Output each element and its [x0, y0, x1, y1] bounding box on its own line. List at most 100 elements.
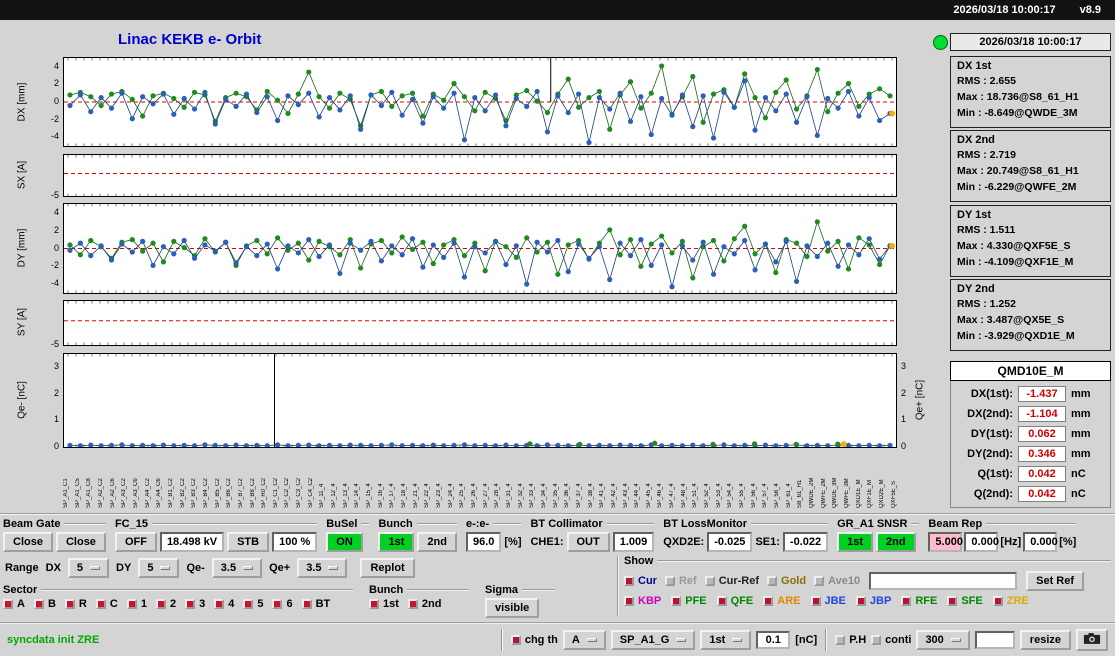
show-checkbox-rfe[interactable]: RFE: [901, 595, 937, 607]
sector-checkbox-1[interactable]: 1: [126, 598, 147, 610]
y-tick: 0: [901, 441, 907, 451]
qmd-monitor: QMD10E_M DX(1st): -1.437 mm DX(2nd): -1.…: [950, 361, 1111, 508]
show-checkbox-ave10[interactable]: Ave10: [814, 575, 860, 587]
checkbox-label: B: [47, 598, 56, 610]
stats-title: DX 2nd: [957, 134, 995, 146]
range-qe-minus-select[interactable]: 3.5: [211, 558, 263, 578]
set-ref-button[interactable]: Set Ref: [1026, 571, 1085, 591]
show-checkbox-jbp[interactable]: JBP: [855, 595, 891, 607]
qxd2e-label: QXD2E:: [663, 536, 705, 548]
sector-checkbox-4[interactable]: 4: [214, 598, 234, 610]
gr-a1-1st-button[interactable]: 1st: [837, 532, 874, 552]
beam-gate-close-2-button[interactable]: Close: [55, 532, 106, 552]
stats-dy-1st: DY 1st RMS : 1.511 Max : 4.330@QXF5E_S M…: [950, 205, 1111, 277]
sector-checkbox-2[interactable]: 2: [155, 598, 176, 610]
bunch-2nd-button[interactable]: 2nd: [417, 532, 457, 552]
ee-ratio-unit: [%]: [504, 536, 522, 548]
show-checkbox-cur[interactable]: Cur: [624, 575, 657, 587]
screenshot-button[interactable]: [1076, 629, 1108, 651]
threshold-unit: [nC]: [795, 634, 818, 646]
plot-dy: [64, 204, 896, 293]
show-checkbox-are[interactable]: ARE: [763, 595, 801, 607]
gr-a1-2nd-button[interactable]: 2nd: [876, 532, 916, 552]
checkbox-box: [901, 596, 912, 606]
range-qe-plus-value: 3.5: [306, 562, 322, 574]
ref-name-input[interactable]: [869, 572, 1018, 590]
beam-gate-close-1-button[interactable]: Close: [3, 532, 53, 552]
x-axis-label: SP_61_4: [785, 483, 792, 508]
bunch-1st-button[interactable]: 1st: [378, 532, 415, 552]
status-message: syncdata init ZRE: [7, 634, 100, 646]
x-axis-label: SP_C3_C2: [296, 477, 303, 508]
option-menu-indicator: [160, 566, 171, 570]
bunch-label: Bunch: [378, 517, 413, 530]
range-dx-value: 5: [76, 562, 84, 574]
replot-button[interactable]: Replot: [360, 558, 415, 578]
sector-checkbox-3[interactable]: 3: [185, 598, 205, 610]
range-qe-plus-select[interactable]: 3.5: [297, 558, 348, 578]
bunch-checkbox-2nd[interactable]: 2nd: [407, 598, 441, 610]
qmd-unit: nC: [1071, 488, 1086, 500]
x-axis-label: SP_54_4: [727, 483, 734, 508]
x-axis-label: QXD1E_M: [855, 479, 862, 508]
x-axis-label: SP_A1_C8: [86, 478, 93, 508]
aux-input[interactable]: [974, 631, 1015, 649]
stats-max: Max : 18.736@S8_61_H1: [957, 90, 1079, 103]
y-tick: 2: [53, 387, 59, 398]
range-dy-select[interactable]: 5: [138, 558, 180, 578]
bpm-select[interactable]: SP_A1_G: [610, 630, 696, 650]
show-checkbox-zre[interactable]: ZRE: [992, 595, 1029, 607]
sector-checkbox-5[interactable]: 5: [243, 598, 263, 610]
sector-checkbox-a[interactable]: A: [3, 598, 25, 610]
sector-checkbox-6[interactable]: 6: [272, 598, 293, 610]
y-tick: -2: [50, 260, 59, 271]
checkbox-box: [704, 576, 715, 586]
dy-yticks: 4 2 0 -2 -4: [38, 204, 60, 293]
range-dx-select[interactable]: 5: [67, 558, 110, 578]
qmd-label: DY(2nd):: [967, 448, 1013, 460]
show-checkbox-cur-ref[interactable]: Cur-Ref: [704, 575, 759, 587]
x-axis-label: SP_42_4: [610, 483, 617, 508]
x-axis-label: SP_C2_C2: [284, 477, 291, 508]
sector-checkbox-c[interactable]: C: [95, 598, 118, 610]
conti-checkbox[interactable]: conti: [871, 634, 911, 646]
sector-checkbox-r[interactable]: R: [64, 598, 87, 610]
x-axis-label: SP_25_4: [459, 483, 466, 508]
range-label: Range: [5, 562, 39, 574]
show-checkbox-sfe[interactable]: SFE: [947, 595, 983, 607]
chg-th-checkbox[interactable]: chg th: [510, 634, 558, 646]
show-checkbox-kbp[interactable]: KBP: [624, 595, 661, 607]
x-axis-label: SP_28_4: [494, 483, 501, 508]
stats-dy-2nd: DY 2nd RMS : 1.252 Max : 3.487@QX5E_S Mi…: [950, 279, 1111, 351]
stats-rms: RMS : 2.719: [957, 149, 1016, 161]
checkbox-box: [33, 599, 44, 609]
x-axis-label: SP_C1_C2: [272, 477, 279, 508]
bunch-select[interactable]: 1st: [700, 630, 752, 650]
checkbox-box: [214, 599, 225, 609]
show-checkbox-pfe[interactable]: PFE: [671, 595, 707, 607]
ph-checkbox[interactable]: P.H: [835, 634, 866, 646]
show-checkbox-gold[interactable]: Gold: [767, 575, 806, 587]
sector-checkbox-bt[interactable]: BT: [301, 598, 330, 610]
checkbox-box: [185, 599, 196, 609]
qmd-label: DX(1st):: [970, 388, 1013, 400]
sector-checkbox-b[interactable]: B: [33, 598, 56, 610]
fc15-stb-button[interactable]: STB: [227, 532, 270, 552]
show-checkbox-ref[interactable]: Ref: [664, 575, 697, 587]
checkbox-box: [243, 599, 254, 609]
busel-on-button[interactable]: ON: [326, 532, 363, 552]
sigma-visible-button[interactable]: visible: [485, 598, 540, 618]
bunch-checkbox-1st[interactable]: 1st: [369, 598, 399, 610]
che1-out-button[interactable]: OUT: [566, 532, 610, 552]
resize-button[interactable]: resize: [1019, 630, 1071, 650]
y-tick: 3: [901, 361, 907, 372]
che1-label: CHE1:: [530, 536, 564, 548]
fc15-off-button[interactable]: OFF: [114, 532, 157, 552]
show-checkbox-jbe[interactable]: JBE: [810, 595, 846, 607]
show-checkbox-qfe[interactable]: QFE: [716, 595, 753, 607]
qmd-value: 0.042: [1018, 466, 1066, 482]
threshold-input[interactable]: [756, 631, 791, 649]
interval-select[interactable]: 300: [916, 630, 970, 650]
option-menu-indicator: [243, 566, 254, 570]
sector-select[interactable]: A: [562, 630, 606, 650]
